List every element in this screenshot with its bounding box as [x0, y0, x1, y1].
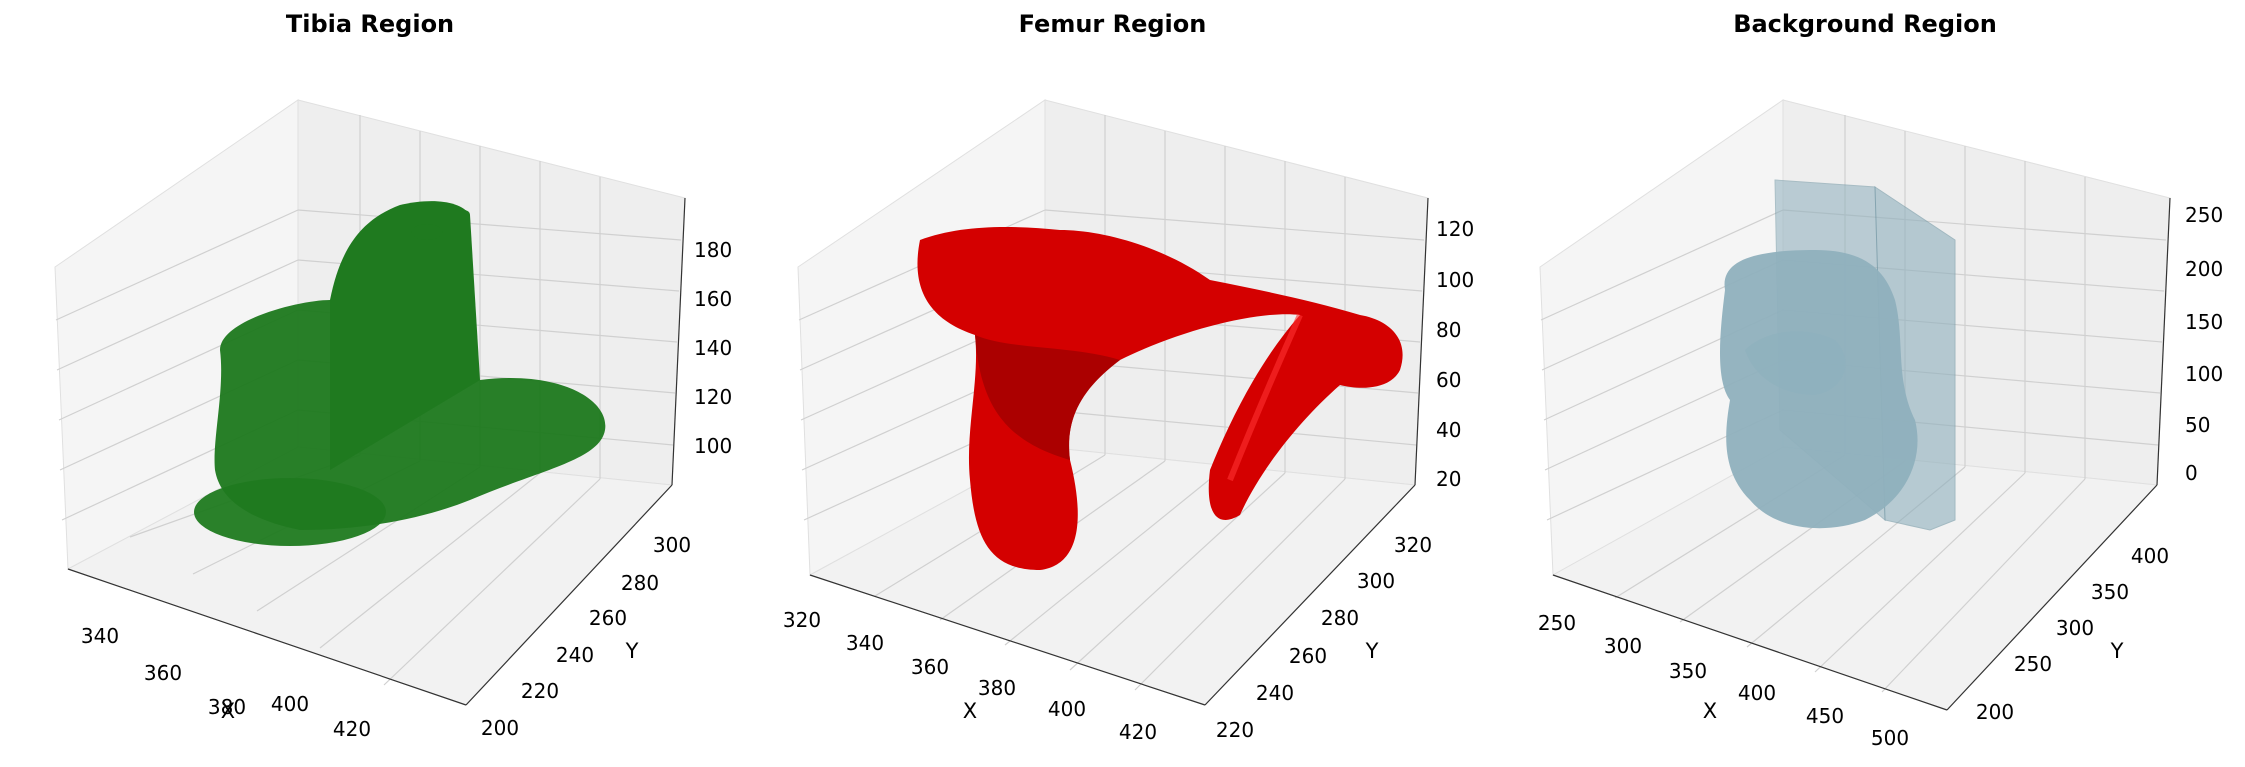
y-tick: 280 [621, 571, 659, 595]
z-tick: 40 [1436, 418, 1461, 442]
y-axis-label: Y [2110, 639, 2124, 663]
z-tick: 100 [2185, 362, 2223, 386]
x-axis-line [67, 568, 467, 706]
x-tick: 500 [1871, 726, 1909, 750]
x-tick: 400 [1048, 697, 1086, 721]
y-tick: 300 [2056, 616, 2094, 640]
surface-femur [917, 227, 1403, 570]
y-tick: 200 [481, 716, 519, 740]
y-axis-line [1946, 484, 2158, 711]
x-axis-line [1552, 574, 1948, 711]
z-tick: 50 [2185, 413, 2210, 437]
surface-tibia [194, 201, 606, 546]
y-axis-line [465, 484, 673, 706]
x-axis-label: X [221, 699, 235, 723]
y-tick: 300 [1357, 569, 1395, 593]
x-tick: 360 [144, 661, 182, 685]
x-tick: 420 [333, 717, 371, 741]
y-tick: 260 [1289, 644, 1327, 668]
chart-axes-femur: 320 340 360 380 400 420 X 220 240 260 28… [783, 99, 1474, 744]
chart-title: Femur Region [1018, 10, 1207, 38]
y-tick: 240 [556, 643, 594, 667]
x-tick: 340 [846, 631, 884, 655]
x-tick: 400 [1738, 681, 1776, 705]
z-tick: 250 [2185, 203, 2223, 227]
z-axis-line [671, 197, 686, 486]
x-axis-line [809, 574, 1206, 706]
y-tick: 350 [2091, 580, 2129, 604]
z-tick: 60 [1436, 368, 1461, 392]
y-tick: 300 [653, 533, 691, 557]
x-tick: 400 [271, 692, 309, 716]
z-tick: 150 [2185, 310, 2223, 334]
y-axis-line [1204, 484, 1416, 706]
z-tick: 140 [694, 336, 732, 360]
y-tick: 280 [1321, 606, 1359, 630]
y-tick: 220 [521, 679, 559, 703]
z-tick: 200 [2185, 257, 2223, 281]
chart-axes-tibia: 340 360 380 400 420 X 200 220 240 260 28… [54, 99, 732, 741]
y-tick: 240 [1256, 681, 1294, 705]
x-tick: 300 [1604, 634, 1642, 658]
z-tick: 20 [1436, 467, 1461, 491]
x-tick: 450 [1806, 704, 1844, 728]
z-axis-line [1414, 197, 1429, 486]
x-tick: 250 [1538, 611, 1576, 635]
x-tick: 320 [783, 608, 821, 632]
z-tick: 120 [1436, 217, 1474, 241]
z-tick: 180 [694, 238, 732, 262]
x-tick: 340 [81, 624, 119, 648]
z-tick: 100 [1436, 268, 1474, 292]
y-tick: 220 [1216, 718, 1254, 742]
chart-panel-femur: Femur Region 320 340 360 3 [740, 0, 1485, 767]
x-tick: 350 [1669, 659, 1707, 683]
chart-panel-background: Background Region 250 300 [1485, 0, 2245, 767]
z-tick: 0 [2185, 461, 2198, 485]
x-tick: 380 [978, 676, 1016, 700]
x-tick: 360 [911, 655, 949, 679]
y-axis-label: Y [1365, 639, 1379, 663]
chart-title: Tibia Region [285, 10, 455, 38]
z-tick: 160 [694, 287, 732, 311]
y-tick: 320 [1394, 533, 1432, 557]
x-tick: 380 [208, 695, 246, 719]
chart-axes-background: 250 300 350 400 450 500 X 200 250 300 35… [1538, 99, 2223, 750]
x-axis-label: X [1703, 699, 1717, 723]
z-tick: 80 [1436, 318, 1461, 342]
z-tick: 100 [694, 434, 732, 458]
y-axis-label: Y [625, 639, 639, 663]
y-tick: 260 [589, 606, 627, 630]
chart-title: Background Region [1733, 10, 1997, 38]
surface-background [1720, 179, 1956, 531]
z-axis-line [2156, 197, 2171, 486]
chart-panel-tibia: Tibia Region [0, 0, 740, 767]
y-tick: 400 [2131, 544, 2169, 568]
x-axis-label: X [963, 699, 977, 723]
y-tick: 200 [1976, 700, 2014, 724]
z-tick: 120 [694, 385, 732, 409]
y-tick: 250 [2014, 652, 2052, 676]
x-tick: 420 [1119, 720, 1157, 744]
